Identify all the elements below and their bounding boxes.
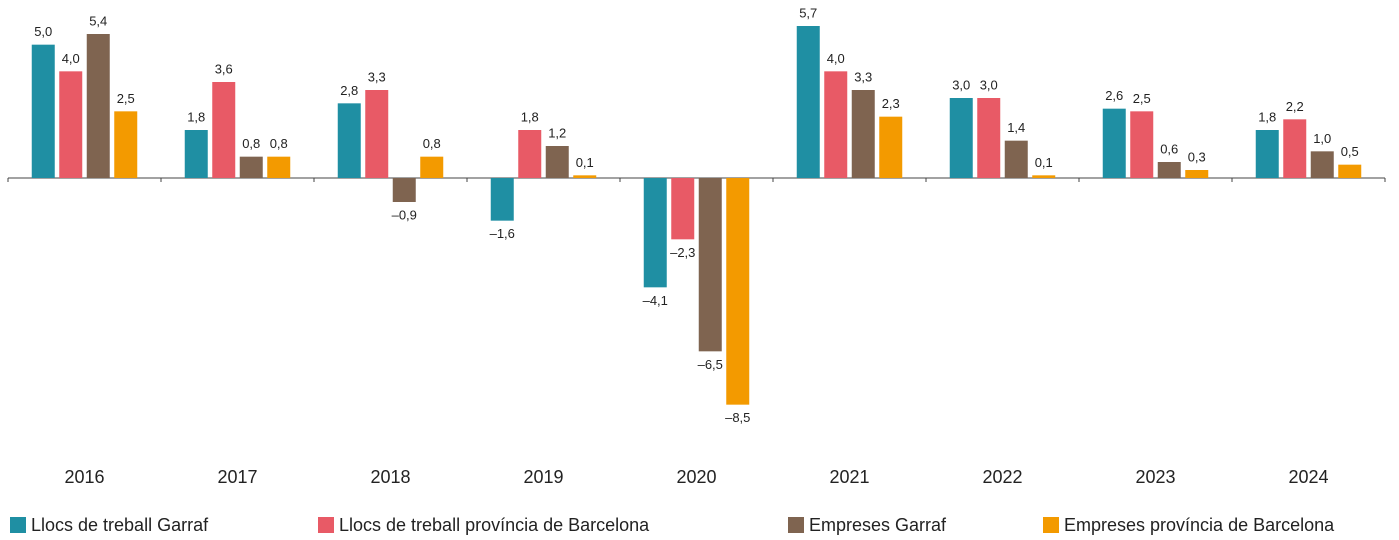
value-label: 0,1 (1035, 155, 1053, 170)
x-tick-label: 2023 (1135, 467, 1175, 487)
bar (1283, 119, 1307, 178)
bar (726, 178, 750, 405)
bar (267, 156, 291, 178)
x-tick-label: 2020 (676, 467, 716, 487)
bar (1004, 140, 1028, 178)
value-label: 1,8 (1258, 109, 1276, 124)
bar (545, 146, 569, 178)
value-label: 1,8 (521, 109, 539, 124)
x-tick-label: 2024 (1288, 467, 1328, 487)
value-label: 2,3 (882, 96, 900, 111)
value-label: 0,8 (270, 136, 288, 151)
value-label: 3,0 (952, 77, 970, 92)
bar (59, 71, 83, 178)
value-label: 5,4 (89, 13, 107, 28)
bar (796, 26, 820, 178)
value-label: 2,6 (1105, 88, 1123, 103)
bar (1102, 108, 1126, 178)
bar (949, 98, 973, 178)
x-tick-label: 2019 (523, 467, 563, 487)
legend-label: Empreses Garraf (809, 515, 947, 535)
bar (1130, 111, 1154, 178)
legend-label: Llocs de treball Garraf (31, 515, 209, 535)
value-label: 3,3 (368, 69, 386, 84)
legend-swatch (318, 517, 334, 533)
value-label: 1,0 (1313, 131, 1331, 146)
bar (1338, 164, 1362, 178)
value-label: 5,7 (799, 5, 817, 20)
value-label: 0,8 (242, 136, 260, 151)
legend-swatch (1043, 517, 1059, 533)
bar (698, 178, 722, 352)
bar (1157, 162, 1181, 178)
bar (1032, 175, 1056, 178)
value-label: 0,1 (576, 155, 594, 170)
bar (184, 130, 208, 178)
value-label: 1,8 (187, 109, 205, 124)
bar (643, 178, 667, 288)
value-label: 4,0 (827, 51, 845, 66)
bar (337, 103, 361, 178)
value-label: –0,9 (392, 207, 417, 222)
bar (1185, 170, 1209, 178)
value-label: 0,5 (1341, 144, 1359, 159)
bar (212, 82, 236, 178)
bar (1255, 130, 1279, 178)
bar (239, 156, 263, 178)
bar (851, 90, 875, 178)
value-label: –8,5 (725, 410, 750, 425)
bar (392, 178, 416, 202)
bar (573, 175, 597, 178)
x-tick-label: 2017 (217, 467, 257, 487)
legend-label: Empreses província de Barcelona (1064, 515, 1335, 535)
value-label: 3,0 (980, 77, 998, 92)
value-label: 0,3 (1188, 149, 1206, 164)
bar (420, 156, 444, 178)
value-label: –6,5 (698, 357, 723, 372)
value-label: 3,6 (215, 61, 233, 76)
legend-swatch (10, 517, 26, 533)
legend-swatch (788, 517, 804, 533)
bar (671, 178, 695, 240)
value-label: 0,6 (1160, 141, 1178, 156)
value-label: –1,6 (490, 226, 515, 241)
bar (879, 116, 903, 178)
value-label: 1,2 (548, 125, 566, 140)
x-tick-label: 2022 (982, 467, 1022, 487)
bar (114, 111, 138, 178)
value-label: 4,0 (62, 51, 80, 66)
value-label: 2,5 (117, 91, 135, 106)
value-label: 1,4 (1007, 120, 1025, 135)
bar (977, 98, 1001, 178)
bar (31, 44, 55, 178)
x-tick-label: 2021 (829, 467, 869, 487)
value-label: 0,8 (423, 136, 441, 151)
x-tick-label: 2018 (370, 467, 410, 487)
value-label: 2,5 (1133, 91, 1151, 106)
value-label: 5,0 (34, 24, 52, 39)
legend-label: Llocs de treball província de Barcelona (339, 515, 650, 535)
bar (518, 130, 542, 178)
value-label: –2,3 (670, 245, 695, 260)
bar (365, 90, 389, 178)
bar (1310, 151, 1334, 178)
value-label: 2,2 (1286, 99, 1304, 114)
bar (490, 178, 514, 221)
x-tick-label: 2016 (64, 467, 104, 487)
value-label: –4,1 (643, 293, 668, 308)
value-label: 2,8 (340, 83, 358, 98)
bar (86, 34, 110, 178)
value-label: 3,3 (854, 69, 872, 84)
bar (824, 71, 848, 178)
